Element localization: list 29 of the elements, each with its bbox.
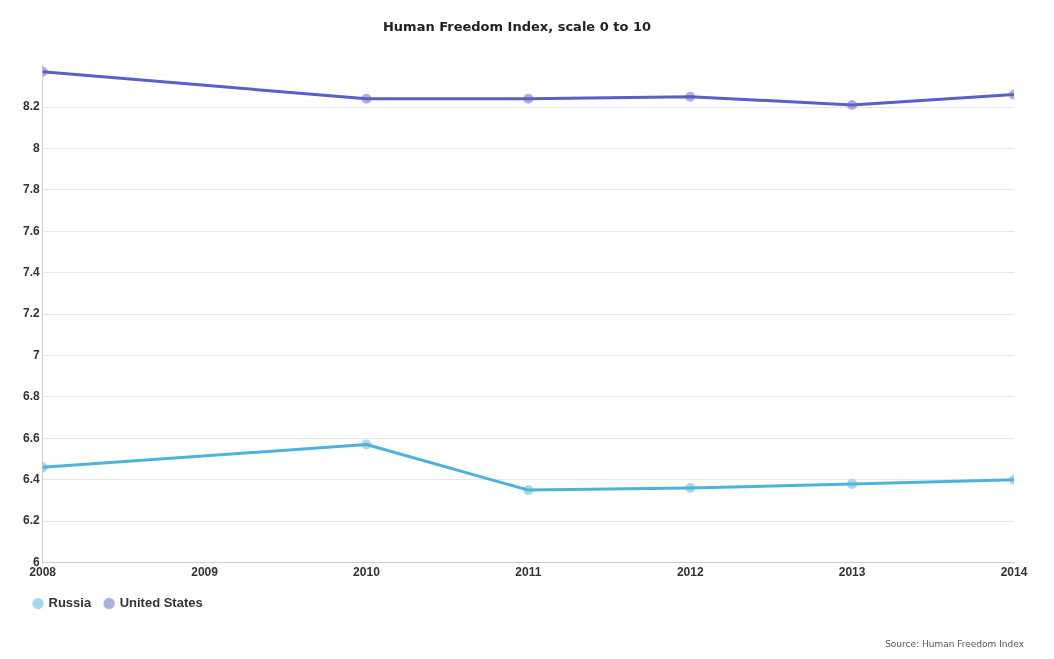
point (847, 99, 858, 110)
y-tick-label: 6.4 (22, 472, 40, 487)
y-tick-label: 7.2 (22, 306, 40, 321)
point (685, 483, 696, 494)
legend-label: United States (119, 595, 203, 611)
y-tick-label: 8 (32, 140, 40, 155)
chart-title: Human Freedom Index, scale 0 to 10 (382, 19, 652, 35)
y-tick-label: 6.6 (22, 430, 40, 445)
y-tick-label: 7.6 (22, 223, 40, 238)
y-tick-label: 7.8 (22, 182, 40, 197)
y-tick-label: 7.4 (22, 265, 40, 279)
point (523, 485, 534, 496)
y-tick-label: 6.8 (22, 389, 40, 404)
point (685, 91, 696, 102)
point (361, 93, 372, 104)
point (847, 478, 858, 489)
point (523, 93, 534, 104)
x-tick-label: 2010 (353, 565, 381, 580)
y-tick-label: 6.2 (22, 513, 40, 528)
source-note: Source: Human Freedom Index (885, 639, 1024, 649)
x-tick-label: 2014 (1000, 565, 1028, 580)
legend-label: Russia (48, 595, 92, 611)
x-tick-label: 2012 (676, 565, 704, 580)
point (361, 439, 372, 450)
x-tick-label: 2013 (838, 565, 866, 580)
y-tick-label: 8.2 (22, 99, 40, 114)
y-tick-label: 7 (32, 347, 40, 362)
x-tick-label: 2009 (191, 565, 219, 580)
x-tick-label: 2011 (515, 565, 542, 580)
